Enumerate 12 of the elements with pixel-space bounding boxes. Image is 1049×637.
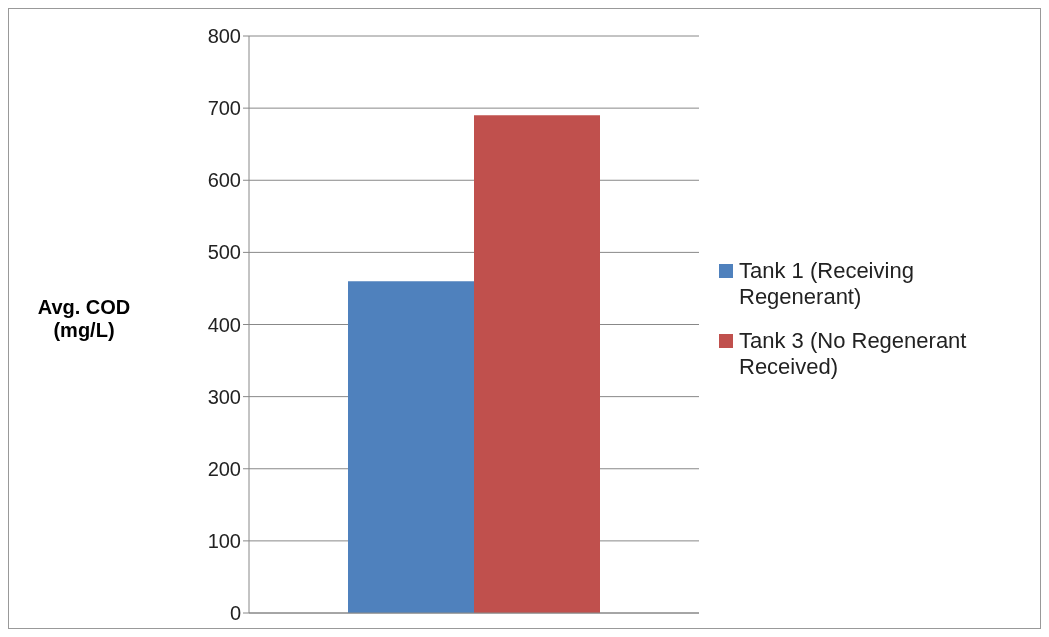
y-axis-title: Avg. COD (mg/L) xyxy=(36,295,132,342)
y-tick-label: 200 xyxy=(207,457,241,480)
y-tick-label: 100 xyxy=(207,529,241,552)
y-tick-label: 0 xyxy=(229,602,241,625)
legend-label: Tank 3 (No Regenerant Received) xyxy=(739,327,968,380)
y-tick-label: 500 xyxy=(207,241,241,264)
legend-label: Tank 1 (Receiving Regenerant) xyxy=(739,257,915,310)
y-tick-label: 300 xyxy=(207,385,241,408)
y-tick-label: 600 xyxy=(207,169,241,192)
y-tick-label: 700 xyxy=(207,97,241,120)
y-tick-label: 800 xyxy=(207,25,241,48)
y-tick-label: 400 xyxy=(207,313,241,336)
